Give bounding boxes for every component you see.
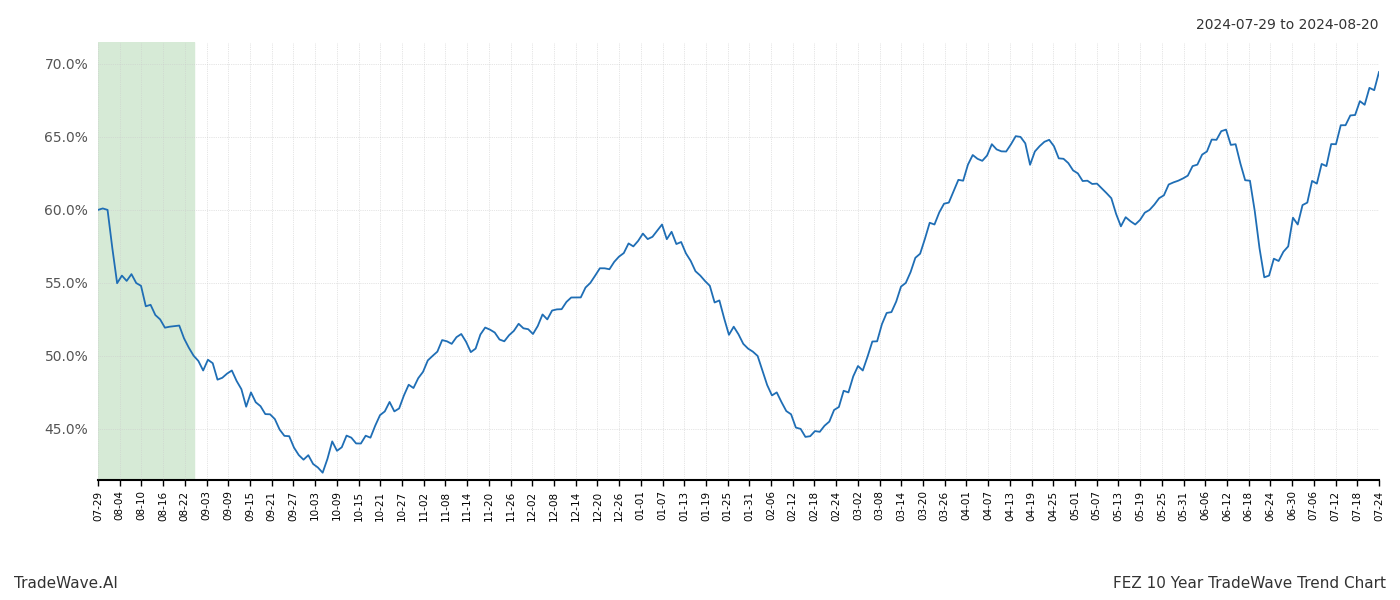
Text: TradeWave.AI: TradeWave.AI <box>14 576 118 591</box>
Bar <box>98 42 195 480</box>
Text: 2024-07-29 to 2024-08-20: 2024-07-29 to 2024-08-20 <box>1197 18 1379 32</box>
Text: FEZ 10 Year TradeWave Trend Chart: FEZ 10 Year TradeWave Trend Chart <box>1113 576 1386 591</box>
